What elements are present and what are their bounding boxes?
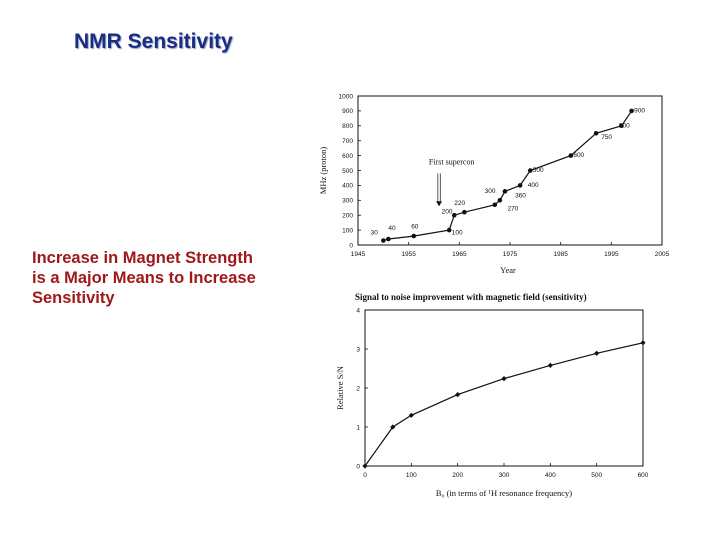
chart2-x-tick-label: 400 [545,472,556,479]
chart1-data-point [629,108,634,114]
chart1-y-tick-label: 100 [342,227,353,234]
chart1-point-label: 300 [485,188,496,195]
chart1-y-tick-label: 0 [349,242,353,249]
chart1-point-label: 200 [442,209,453,216]
chart2-data-point [362,463,368,469]
chart2-x-tick-label: 300 [499,472,510,479]
chart1-data-point [517,183,523,188]
chart1-y-tick-label: 400 [342,183,353,190]
chart1-data-point [411,233,417,239]
chart1-point-label: 270 [507,206,518,213]
chart1-data-point [446,227,452,233]
chart1-y-tick-label: 900 [342,108,353,115]
chart2-y-tick-label: 4 [356,307,360,314]
chart2-x-tick-label: 0 [363,472,367,479]
chart1-data-point [497,198,503,203]
chart1-point-label: 600 [573,152,584,159]
slide-body-text: Increase in Magnet Strength is a Major M… [32,248,322,308]
chart1-data-point [381,238,386,243]
chart1-point-label: 500 [533,167,544,174]
chart2-data-point [547,362,553,368]
slide-title: NMR Sensitivity [74,30,233,53]
chart1-point-label: 900 [634,107,645,114]
chart2-x-tick-label: 200 [452,472,463,479]
chart2-y-tick-label: 2 [356,385,360,392]
chart1-x-tick-label: 1945 [351,251,366,258]
chart1-data-point [386,236,391,242]
chart2-x-tick-label: 100 [406,472,417,479]
chart1-data-point [619,123,624,129]
chart1-point-label: 40 [388,225,396,232]
chart1-point-label: 220 [454,200,465,207]
chart2-data-point [501,376,507,382]
chart2-y-axis-label: Relative S/N [335,366,345,410]
chart2-x-tick-label: 500 [591,472,602,479]
chart2-data-point [640,340,646,346]
chart2-series-line [364,342,644,467]
chart1-point-label: 400 [528,182,539,189]
chart2-y-tick-label: 1 [356,424,360,431]
body-text-line: Sensitivity [32,289,115,307]
chart1-x-tick-label: 2005 [655,251,670,258]
chart2-y-tick-label: 0 [356,463,360,470]
chart1-data-point [593,130,599,136]
chart1-point-label: 60 [411,224,419,231]
chart1-y-tick-label: 200 [342,213,353,220]
chart1-data-point [502,189,508,194]
chart2-title: Signal to noise improvement with magneti… [355,292,587,302]
chart1-y-tick-label: 800 [342,123,353,130]
chart1-point-label: 30 [371,230,379,237]
chart1-point-label: 100 [452,230,463,237]
chart1-y-tick-label: 300 [342,198,353,205]
body-text-line: Increase in Magnet Strength [32,249,253,267]
chart2-data-point [594,350,600,356]
chart1-y-axis-label: MHz (proton) [318,147,328,195]
chart2-x-tick-label: 600 [638,472,649,479]
chart1-data-point [527,168,533,173]
chart2-data-point [408,412,414,418]
chart1-point-label: 360 [515,192,526,199]
chart1-x-tick-label: 1985 [553,251,568,258]
chart2-x-axis-label: B₀ (in terms of ¹H resonance frequency) [436,488,572,498]
chart1-annotation-text: First supercon [429,158,475,167]
chart1-x-tick-label: 1995 [604,251,619,258]
body-text-line: is a Major Means to Increase [32,269,256,287]
chart1-data-point [568,153,574,158]
chart1-y-tick-label: 700 [342,138,353,145]
chart2-y-tick-label: 3 [356,346,360,353]
chart1-data-point [451,212,457,218]
chart2-data-point [455,392,461,398]
chart1-plot-frame [357,95,663,246]
chart1-x-tick-label: 1975 [503,251,518,258]
chart1-x-axis-label: Year [500,265,516,275]
chart1-point-label: 750 [601,134,612,141]
chart2-data-point [390,424,396,430]
chart1-y-tick-label: 1000 [339,93,354,100]
chart1-y-tick-label: 600 [342,153,353,160]
chart2-plot-frame [364,309,644,467]
chart1-data-point [492,202,498,208]
chart1-series-line [383,110,633,242]
chart1-x-tick-label: 1965 [452,251,467,258]
chart1-x-tick-label: 1955 [401,251,416,258]
chart1-data-point [462,209,467,215]
chart1-annotation-arrowhead [436,201,443,207]
chart1-point-label: 800 [619,122,630,129]
chart1-y-tick-label: 500 [342,168,353,175]
